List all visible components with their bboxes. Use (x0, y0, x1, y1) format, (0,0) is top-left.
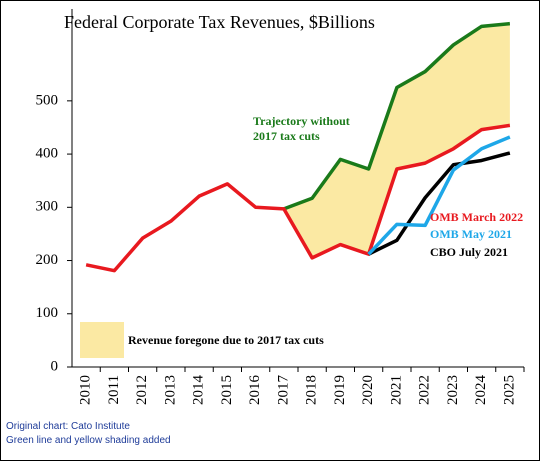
x-tick-label: 2021 (388, 375, 404, 405)
y-tick-label: 200 (36, 252, 59, 268)
x-tick-label: 2022 (417, 375, 433, 405)
series-line (367, 135, 511, 256)
x-tick-label: 2015 (219, 375, 235, 405)
legend-label: CBO July 2021 (430, 245, 508, 259)
x-tick-label: 2010 (78, 375, 94, 405)
shaded-area (283, 23, 510, 258)
series-line (367, 151, 511, 256)
series-annotation: Trajectory without 2017 tax cuts (253, 114, 350, 143)
x-tick-label: 2013 (162, 375, 178, 405)
x-tick-label: 2012 (134, 375, 150, 405)
x-tick-label: 2011 (106, 375, 122, 404)
series-line (85, 123, 511, 273)
x-tick-label: 2025 (501, 375, 517, 405)
x-tick-label: 2018 (304, 375, 320, 405)
series-line (283, 21, 511, 211)
y-tick-label: 0 (51, 358, 59, 374)
source-note: Original chart: Cato Institute (6, 421, 130, 432)
x-tick-label: 2024 (473, 375, 489, 406)
legend-label: OMB May 2021 (430, 227, 512, 241)
chart-title: Federal Corporate Tax Revenues, $Billion… (64, 12, 375, 32)
y-tick-label: 500 (36, 92, 59, 108)
y-tick-label: 400 (36, 146, 59, 162)
x-tick-label: 2016 (247, 375, 263, 406)
x-tick-label: 2014 (191, 375, 207, 406)
legend-swatch (80, 322, 124, 358)
source-note: Green line and yellow shading added (6, 435, 171, 446)
x-tick-label: 2020 (360, 375, 376, 405)
y-tick-label: 100 (36, 305, 59, 321)
y-tick-label: 300 (36, 199, 59, 215)
x-tick-label: 2017 (275, 375, 291, 406)
legend-label: OMB March 2022 (430, 210, 523, 224)
x-tick-label: 2023 (445, 375, 461, 405)
legend-label: Revenue foregone due to 2017 tax cuts (128, 333, 324, 347)
x-tick-label: 2019 (332, 375, 348, 405)
